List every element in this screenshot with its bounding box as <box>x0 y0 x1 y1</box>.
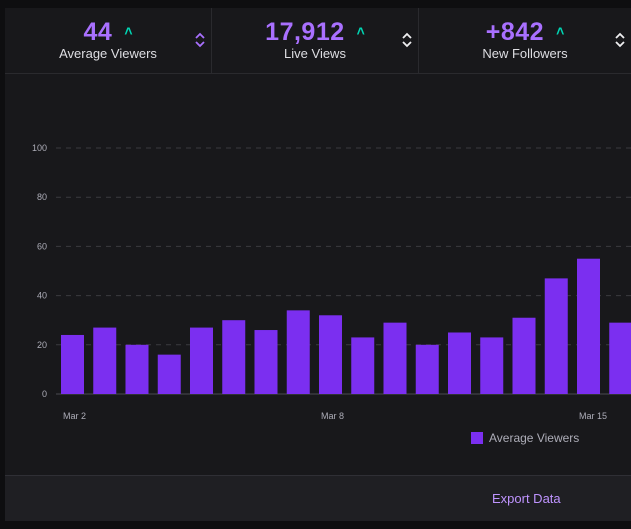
caret-up-icon: ˄ <box>124 23 133 39</box>
bar <box>254 330 278 394</box>
y-tick-label: 40 <box>37 291 47 301</box>
bar <box>351 337 375 394</box>
analytics-panel: 44 ˄ Average Viewers 17,912 ˄ Live Views… <box>5 8 631 521</box>
sort-arrows-icon[interactable] <box>195 32 205 48</box>
bar <box>544 278 568 394</box>
x-tick-label: Mar 15 <box>579 411 607 421</box>
bar <box>286 310 310 394</box>
stat-tab-new-followers[interactable]: +842 ˄ New Followers <box>419 8 631 74</box>
y-tick-label: 60 <box>37 241 47 251</box>
x-tick-label: Mar 8 <box>321 411 344 421</box>
legend-label: Average Viewers <box>489 431 580 445</box>
x-tick-label: Mar 2 <box>63 411 86 421</box>
bar <box>609 322 631 394</box>
bar <box>157 354 181 394</box>
stat-value: +842 <box>485 18 545 46</box>
bar <box>93 327 117 394</box>
bar <box>125 344 149 394</box>
caret-up-icon: ˄ <box>556 23 565 39</box>
caret-up-icon: ˄ <box>356 23 365 39</box>
chart-area: 0 20 40 60 80 100 Mar 2 Mar 8 Mar 15 <box>5 74 631 474</box>
y-tick-label: 80 <box>37 192 47 202</box>
bar <box>319 315 342 394</box>
bar <box>190 327 213 394</box>
sort-arrows-icon[interactable] <box>615 32 625 48</box>
bar <box>512 317 536 394</box>
bar <box>222 320 246 394</box>
bar <box>383 322 407 394</box>
bar <box>448 332 471 394</box>
y-tick-label: 20 <box>37 340 47 350</box>
stat-tab-average-viewers[interactable]: 44 ˄ Average Viewers <box>5 8 212 74</box>
bar <box>577 258 600 394</box>
stat-label: Live Views <box>284 46 346 61</box>
y-tick-label: 100 <box>32 143 47 153</box>
stat-label: Average Viewers <box>59 46 157 61</box>
stat-label: New Followers <box>482 46 568 61</box>
bar <box>415 344 439 394</box>
bar <box>480 337 504 394</box>
chart-legend[interactable]: Average Viewers <box>471 431 579 445</box>
export-data-link[interactable]: Export Data <box>492 491 561 506</box>
y-tick-label: 0 <box>42 389 47 399</box>
bar-chart: 0 20 40 60 80 100 Mar 2 Mar 8 Mar 15 <box>32 143 631 421</box>
stat-tab-live-views[interactable]: 17,912 ˄ Live Views <box>212 8 419 74</box>
sort-arrows-icon[interactable] <box>402 32 412 48</box>
legend-swatch <box>471 432 483 444</box>
stat-value: 17,912 <box>265 18 345 46</box>
stat-value: 44 <box>83 18 113 46</box>
stat-tabs: 44 ˄ Average Viewers 17,912 ˄ Live Views… <box>5 8 631 74</box>
panel-footer: Export Data <box>5 475 631 521</box>
bar <box>61 334 84 394</box>
